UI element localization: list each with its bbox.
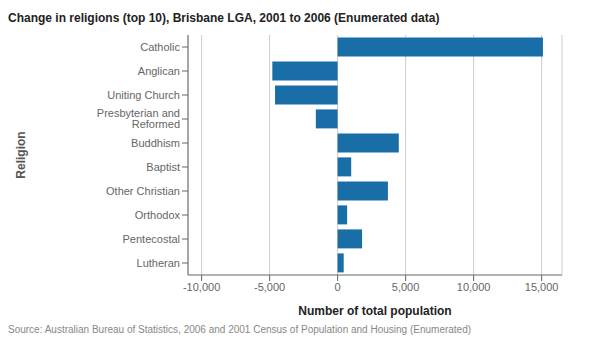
svg-text:Baptist: Baptist — [146, 161, 180, 173]
svg-text:Lutheran: Lutheran — [137, 257, 180, 269]
svg-text:-10,000: -10,000 — [183, 281, 220, 293]
html-text:Change in religions (top 10),: Change in religions (top 10), Brisbane L… — [8, 11, 440, 25]
html-text:Source: Australian Bureau of S: Source: Australian Bureau of Statistics,… — [8, 324, 472, 335]
svg-text:15,000: 15,000 — [525, 281, 559, 293]
svg-text:10,000: 10,000 — [457, 281, 491, 293]
svg-text:Pentecostal: Pentecostal — [123, 233, 180, 245]
svg-text:Presbyterian andReformed: Presbyterian andReformed — [97, 107, 180, 130]
svg-text:Anglican: Anglican — [138, 65, 180, 77]
svg-text:Orthodox: Orthodox — [135, 209, 181, 221]
svg-text:5,000: 5,000 — [392, 281, 420, 293]
svg-text:Religion: Religion — [14, 131, 28, 178]
svg-text:Uniting Church: Uniting Church — [107, 89, 180, 101]
svg-text:Buddhism: Buddhism — [131, 137, 180, 149]
svg-text:Other Christian: Other Christian — [106, 185, 180, 197]
svg-text:Number of total population: Number of total population — [298, 304, 451, 318]
svg-text:0: 0 — [335, 281, 341, 293]
svg-text:-5,000: -5,000 — [254, 281, 285, 293]
svg-text:Catholic: Catholic — [140, 41, 180, 53]
